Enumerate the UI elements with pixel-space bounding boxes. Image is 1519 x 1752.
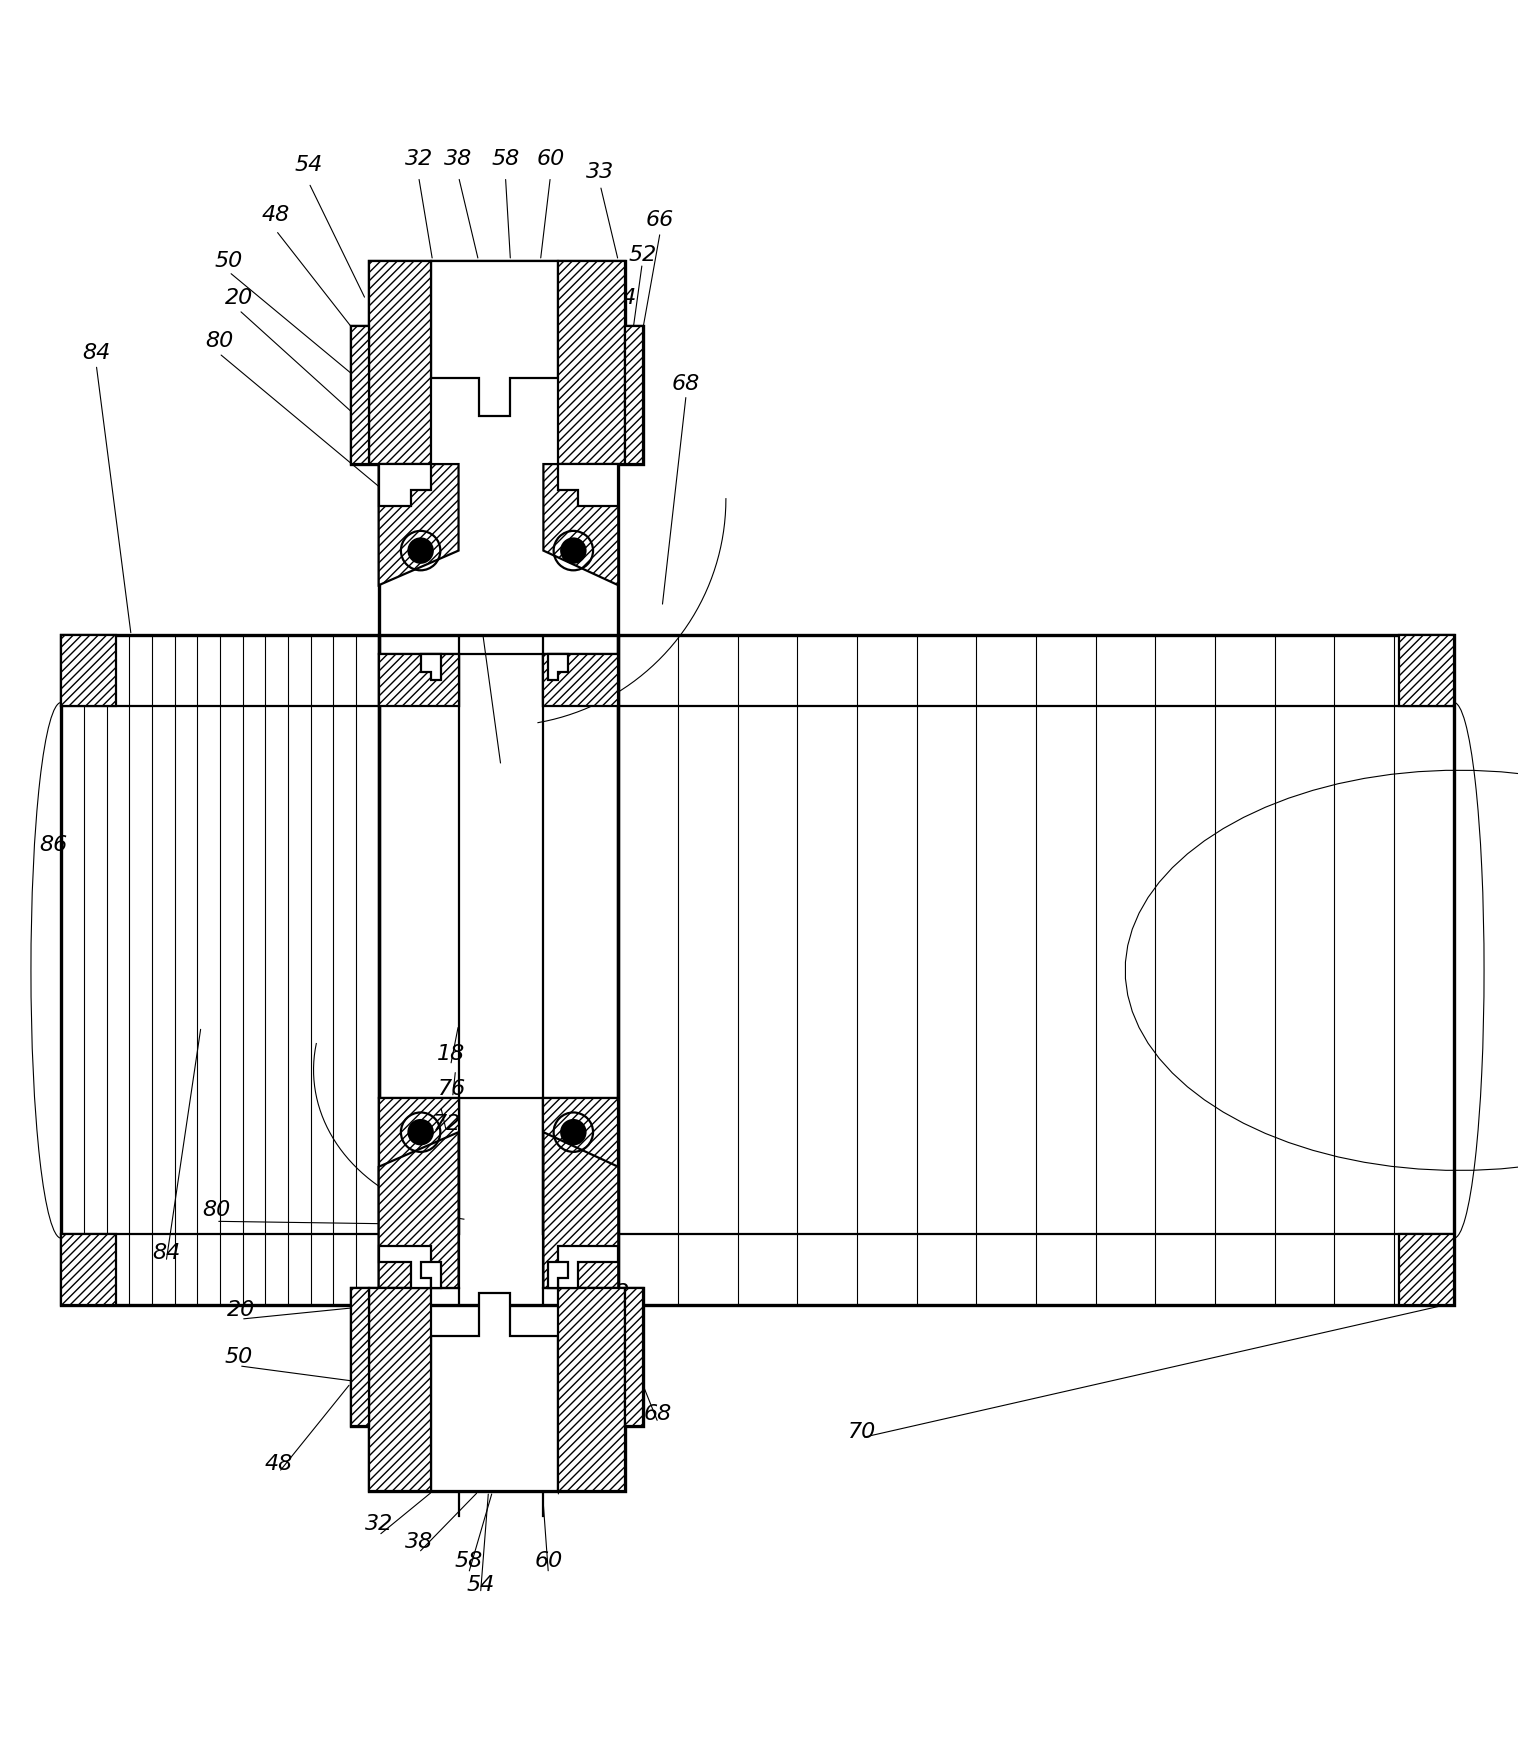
Polygon shape (430, 261, 559, 417)
Polygon shape (626, 326, 643, 464)
Circle shape (561, 1120, 585, 1144)
Text: 72: 72 (433, 1114, 460, 1134)
Text: 84: 84 (82, 343, 111, 363)
Text: 86: 86 (39, 836, 67, 855)
Text: 68: 68 (644, 1405, 673, 1424)
Circle shape (561, 538, 585, 562)
Polygon shape (618, 636, 1454, 1305)
Text: 52: 52 (602, 1282, 629, 1303)
Polygon shape (369, 261, 430, 464)
Text: 50: 50 (225, 1347, 254, 1367)
Text: 58: 58 (491, 149, 519, 170)
Text: 33: 33 (586, 161, 614, 182)
Text: 80: 80 (202, 1200, 229, 1219)
Text: 76: 76 (439, 1079, 466, 1099)
Polygon shape (378, 655, 459, 706)
Polygon shape (548, 655, 568, 680)
Polygon shape (1399, 1235, 1454, 1305)
Polygon shape (351, 1288, 369, 1426)
Text: 66: 66 (646, 210, 674, 230)
Text: 70: 70 (848, 1421, 876, 1442)
Polygon shape (544, 464, 618, 585)
Text: 64: 64 (608, 287, 636, 308)
Text: 48: 48 (261, 205, 290, 224)
Text: 84: 84 (152, 1244, 181, 1263)
Text: 32: 32 (404, 149, 433, 170)
Polygon shape (378, 1132, 459, 1288)
Polygon shape (421, 1261, 441, 1288)
Polygon shape (559, 1288, 626, 1491)
Polygon shape (351, 261, 643, 636)
Text: 20: 20 (226, 1300, 255, 1321)
Polygon shape (61, 1235, 115, 1305)
Polygon shape (559, 261, 626, 464)
Text: 52: 52 (627, 245, 656, 265)
Polygon shape (369, 1288, 430, 1491)
Polygon shape (544, 1132, 618, 1288)
Text: 72: 72 (439, 496, 466, 515)
Text: 54: 54 (295, 156, 324, 175)
Polygon shape (548, 1261, 568, 1288)
Text: 50: 50 (214, 251, 243, 270)
Text: 60: 60 (536, 149, 565, 170)
Text: 48: 48 (264, 1454, 293, 1473)
Polygon shape (421, 655, 441, 680)
Polygon shape (559, 1246, 618, 1288)
Text: 80: 80 (205, 331, 232, 350)
Polygon shape (544, 655, 618, 706)
Text: 76: 76 (442, 531, 469, 550)
Text: 54: 54 (466, 1575, 495, 1594)
Circle shape (409, 1120, 433, 1144)
Text: 68: 68 (671, 375, 700, 394)
Polygon shape (430, 1293, 559, 1491)
Polygon shape (378, 1246, 430, 1288)
Polygon shape (378, 464, 430, 506)
Polygon shape (1399, 636, 1454, 706)
Text: 32: 32 (365, 1514, 393, 1535)
Polygon shape (626, 1288, 643, 1426)
Polygon shape (378, 464, 459, 585)
Circle shape (409, 538, 433, 562)
Polygon shape (61, 636, 115, 706)
Text: 18: 18 (448, 564, 477, 585)
Polygon shape (351, 1288, 643, 1491)
Polygon shape (544, 1097, 618, 1235)
Text: 64: 64 (591, 1325, 620, 1344)
Polygon shape (61, 636, 378, 1305)
Text: 20: 20 (225, 287, 254, 308)
Text: 66: 66 (586, 1365, 614, 1384)
Text: 18: 18 (436, 1044, 465, 1063)
Text: 58: 58 (454, 1552, 483, 1572)
Text: 38: 38 (404, 1531, 433, 1552)
Polygon shape (559, 464, 618, 506)
Text: 60: 60 (535, 1552, 562, 1572)
Text: 33: 33 (544, 1473, 573, 1493)
Text: 38: 38 (445, 149, 472, 170)
Polygon shape (378, 1097, 459, 1235)
Polygon shape (351, 326, 369, 464)
